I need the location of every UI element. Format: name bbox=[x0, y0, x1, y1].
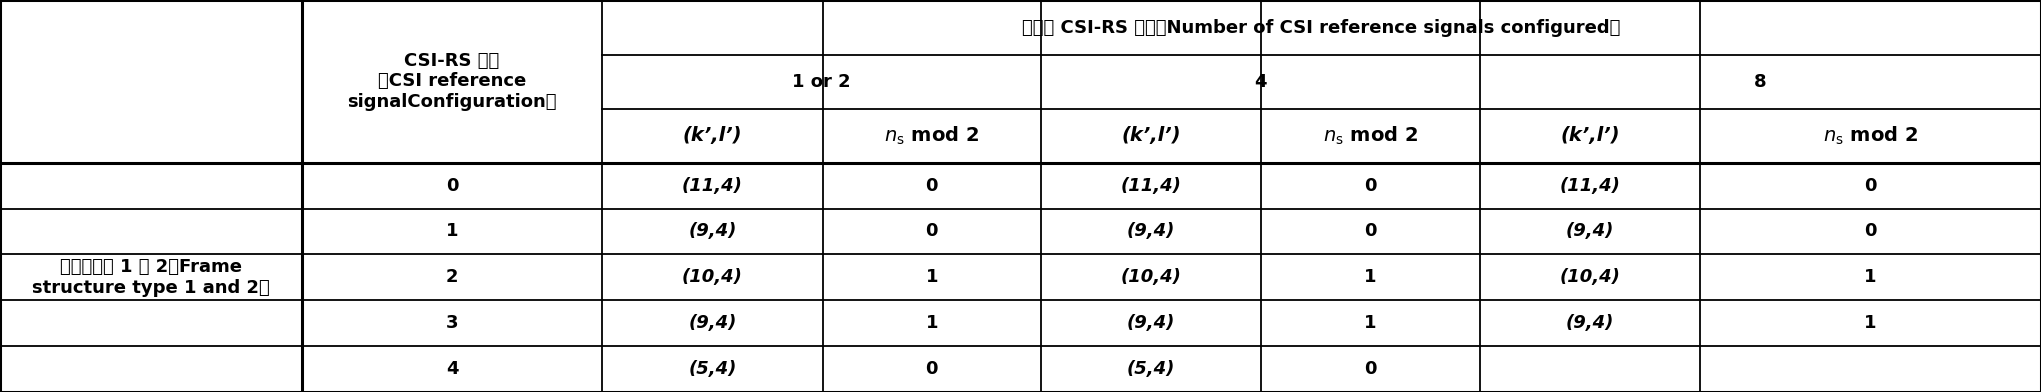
Text: 4: 4 bbox=[1253, 73, 1267, 91]
Text: 0: 0 bbox=[1863, 223, 1878, 240]
Text: (9,4): (9,4) bbox=[688, 223, 737, 240]
Text: (10,4): (10,4) bbox=[1559, 269, 1621, 286]
Text: (5,4): (5,4) bbox=[688, 360, 737, 378]
Text: CSI-RS 配置
（CSI reference
signalConfiguration）: CSI-RS 配置 （CSI reference signalConfigura… bbox=[347, 51, 557, 111]
Text: $n_{\rm s}$ mod 2: $n_{\rm s}$ mod 2 bbox=[1323, 125, 1418, 147]
Text: 1: 1 bbox=[1363, 269, 1378, 286]
Text: (9,4): (9,4) bbox=[1565, 314, 1614, 332]
Text: (k’,l’): (k’,l’) bbox=[1121, 126, 1182, 145]
Text: (9,4): (9,4) bbox=[1127, 223, 1176, 240]
Text: 0: 0 bbox=[445, 177, 459, 194]
Text: 2: 2 bbox=[445, 269, 459, 286]
Text: 配置的 CSI-RS 数目（Number of CSI reference signals configured）: 配置的 CSI-RS 数目（Number of CSI reference si… bbox=[1023, 19, 1621, 37]
Text: 1: 1 bbox=[1863, 314, 1878, 332]
Text: 0: 0 bbox=[925, 223, 939, 240]
Text: (11,4): (11,4) bbox=[682, 177, 743, 194]
Text: 0: 0 bbox=[1363, 177, 1378, 194]
Text: 1: 1 bbox=[1863, 269, 1878, 286]
Text: $n_{\rm s}$ mod 2: $n_{\rm s}$ mod 2 bbox=[1823, 125, 1919, 147]
Text: 4: 4 bbox=[445, 360, 459, 378]
Text: (11,4): (11,4) bbox=[1121, 177, 1182, 194]
Text: (9,4): (9,4) bbox=[1565, 223, 1614, 240]
Text: 0: 0 bbox=[1363, 360, 1378, 378]
Text: 帧结构类型 1 和 2（Frame
structure type 1 and 2）: 帧结构类型 1 和 2（Frame structure type 1 and 2… bbox=[33, 258, 269, 297]
Text: 1 or 2: 1 or 2 bbox=[792, 73, 851, 91]
Text: 1: 1 bbox=[445, 223, 459, 240]
Text: (9,4): (9,4) bbox=[1127, 314, 1176, 332]
Text: (11,4): (11,4) bbox=[1559, 177, 1621, 194]
Text: 8: 8 bbox=[1753, 73, 1768, 91]
Text: 1: 1 bbox=[1363, 314, 1378, 332]
Text: (k’,l’): (k’,l’) bbox=[682, 126, 743, 145]
Text: (9,4): (9,4) bbox=[688, 314, 737, 332]
Text: (k’,l’): (k’,l’) bbox=[1559, 126, 1621, 145]
Text: (10,4): (10,4) bbox=[682, 269, 743, 286]
Text: $n_{\rm s}$ mod 2: $n_{\rm s}$ mod 2 bbox=[884, 125, 980, 147]
Text: 1: 1 bbox=[925, 269, 939, 286]
Text: 1: 1 bbox=[925, 314, 939, 332]
Text: 0: 0 bbox=[1863, 177, 1878, 194]
Text: 0: 0 bbox=[1363, 223, 1378, 240]
Text: (5,4): (5,4) bbox=[1127, 360, 1176, 378]
Text: 0: 0 bbox=[925, 360, 939, 378]
Text: (10,4): (10,4) bbox=[1121, 269, 1182, 286]
Text: 3: 3 bbox=[445, 314, 459, 332]
Text: 0: 0 bbox=[925, 177, 939, 194]
